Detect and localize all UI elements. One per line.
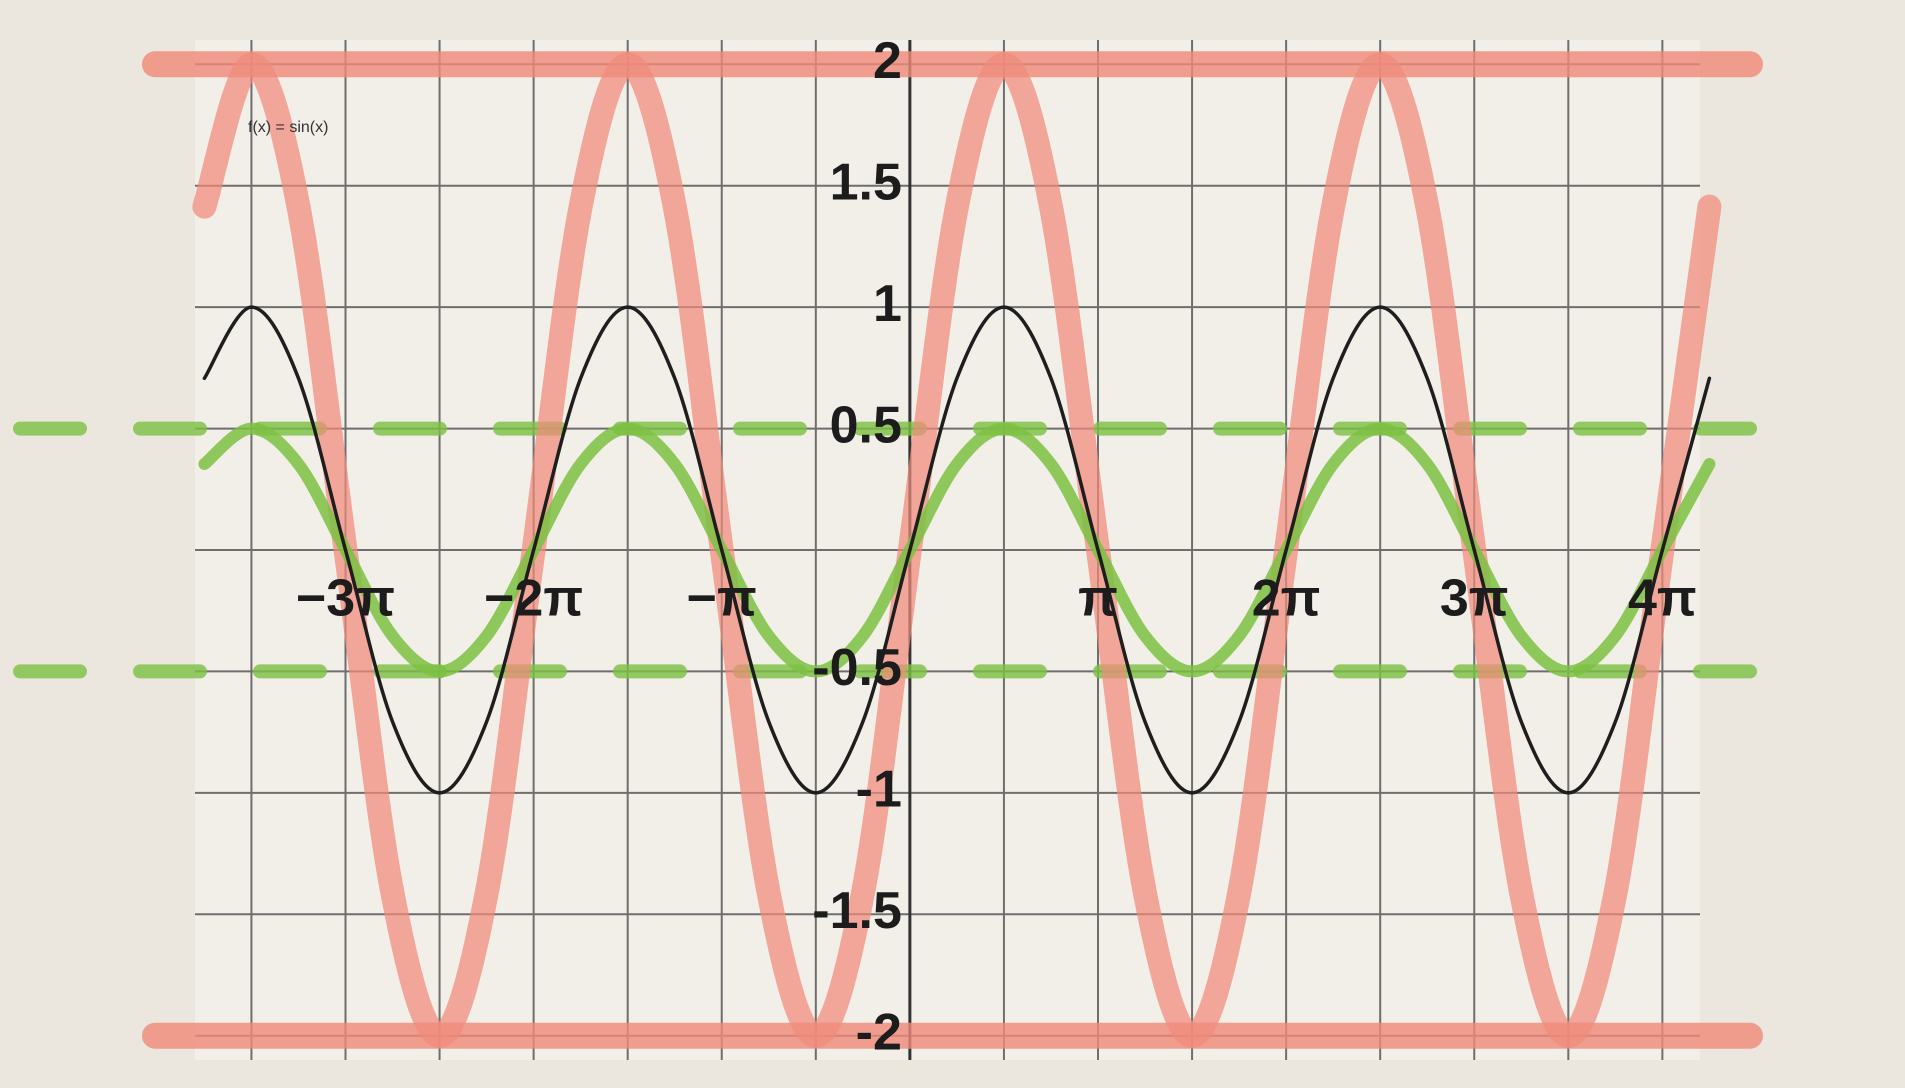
- y-tick-label: 0.5: [830, 396, 902, 454]
- y-tick-label: -0.5: [812, 639, 902, 697]
- x-tick-label: 4π: [1628, 570, 1697, 628]
- y-tick-label: 1.5: [830, 153, 902, 211]
- y-tick-label: 1: [873, 275, 902, 333]
- y-tick-label: 2: [873, 32, 902, 90]
- x-tick-label: π: [1078, 570, 1118, 628]
- y-tick-label: -1.5: [812, 882, 902, 940]
- chart: −3π −2π −π π 2π 3π 4π -2 -1.5 -1 -0.5 0.5 1 1.5 2 f(x) …: [0, 0, 1905, 1088]
- y-tick-label: -1: [856, 761, 902, 819]
- x-tick-label: 2π: [1252, 570, 1321, 628]
- function-label: f(x) = sin(x): [248, 119, 328, 136]
- y-tick-label: -2: [856, 1003, 902, 1061]
- x-tick-label: −π: [687, 570, 757, 628]
- x-tick-label: −3π: [296, 570, 395, 628]
- x-tick-label: −2π: [484, 570, 583, 628]
- x-tick-label: 3π: [1440, 570, 1509, 628]
- page: −3π −2π −π π 2π 3π 4π -2 -1.5 -1 -0.5 0.5 1 1.5 2 f(x) …: [0, 0, 1905, 1088]
